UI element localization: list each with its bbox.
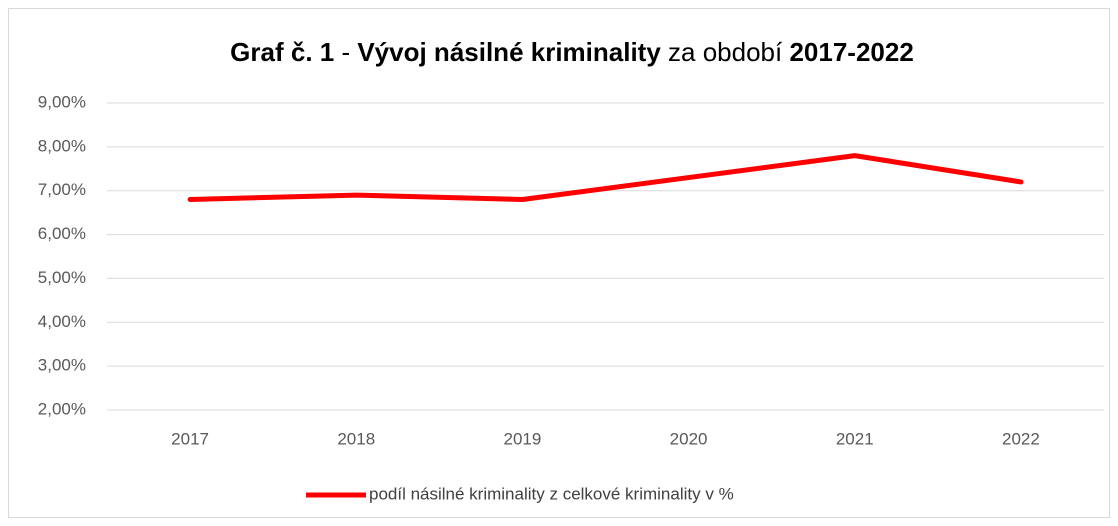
title-part: za období <box>661 37 790 67</box>
y-tick-label: 9,00% <box>38 92 86 111</box>
title-part: Graf č. 1 <box>230 37 334 67</box>
y-tick-label: 4,00% <box>38 312 86 331</box>
y-tick-label: 3,00% <box>38 356 86 375</box>
title-part: 2017-2022 <box>789 37 913 67</box>
x-tick-label: 2017 <box>171 429 209 448</box>
legend-label: podíl násilné kriminality z celkové krim… <box>369 484 734 503</box>
y-tick-label: 6,00% <box>38 224 86 243</box>
y-tick-label: 2,00% <box>38 399 86 418</box>
y-tick-label: 5,00% <box>38 268 86 287</box>
x-tick-label: 2021 <box>836 429 874 448</box>
title-part: - <box>334 37 357 67</box>
chart-title: Graf č. 1 - Vývoj násilné kriminality za… <box>230 37 914 67</box>
x-tick-label: 2019 <box>504 429 542 448</box>
title-part: Vývoj násilné kriminality <box>357 37 661 67</box>
y-tick-label: 7,00% <box>38 180 86 199</box>
x-tick-label: 2020 <box>670 429 708 448</box>
x-tick-label: 2022 <box>1002 429 1040 448</box>
chart-border <box>8 8 1110 518</box>
x-tick-label: 2018 <box>337 429 375 448</box>
data-line <box>187 153 1024 202</box>
y-tick-label: 8,00% <box>38 136 86 155</box>
